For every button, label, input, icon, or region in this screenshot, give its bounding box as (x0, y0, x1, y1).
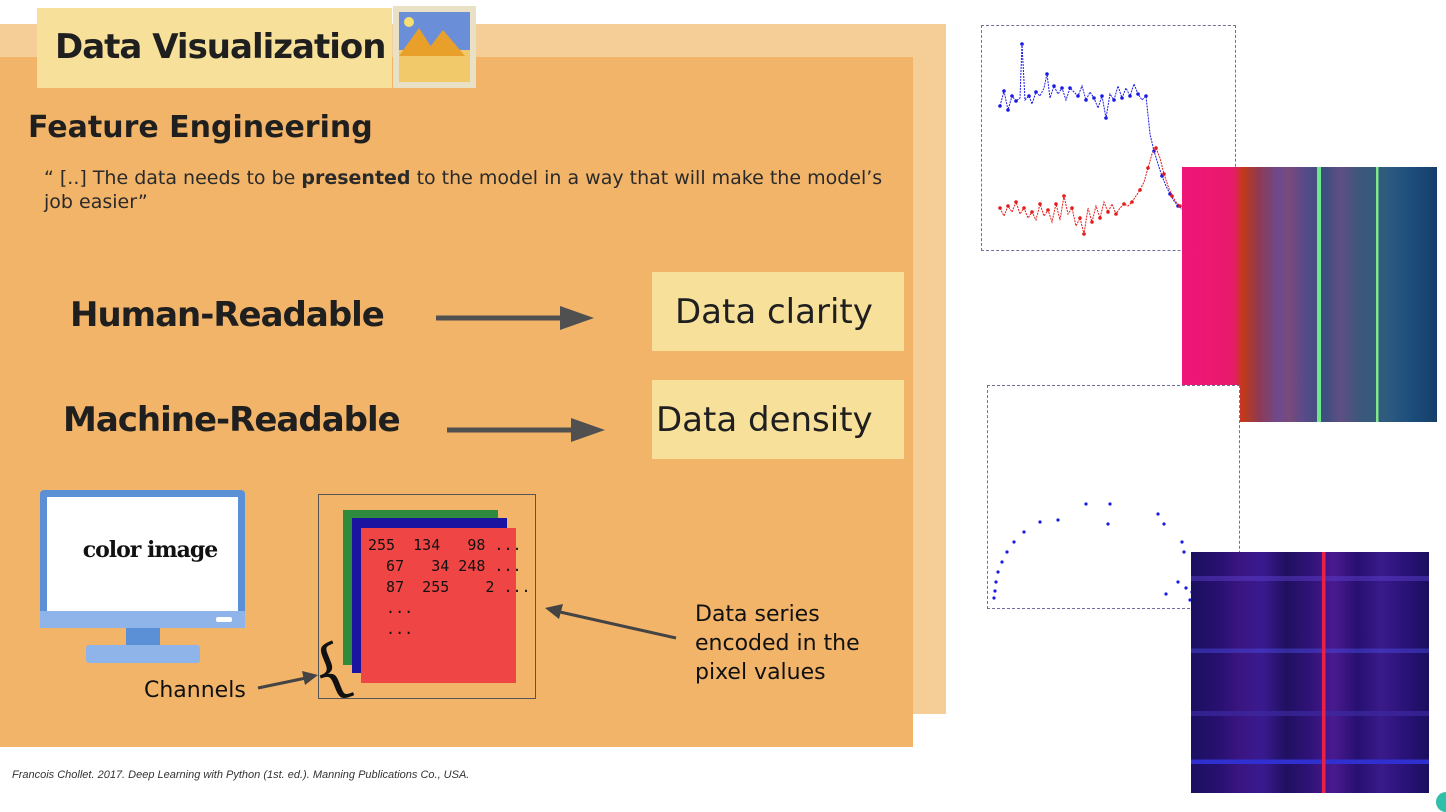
pixel-row: 67 34 248 ... (368, 557, 522, 575)
quote-text: “ [..] The data needs to be presented to… (44, 166, 904, 214)
monitor-icon (40, 490, 245, 663)
quote-before: “ [..] The data needs to be (44, 167, 302, 189)
image-icon (393, 6, 476, 88)
channels-label: Channels (144, 678, 246, 703)
data-density-box: Data density (652, 380, 904, 459)
pixel-row: 255 134 98 ... (368, 536, 522, 554)
quote-bold: presented (301, 167, 411, 189)
corner-dot (1436, 792, 1446, 812)
brace-icon: { (298, 629, 363, 713)
arrow-right-icon (436, 306, 594, 330)
slide-title: Data Visualization (55, 27, 386, 67)
annotation-arrows: { (257, 604, 677, 713)
section-heading: Feature Engineering (28, 110, 373, 145)
citation: Francois Chollet. 2017. Deep Learning wi… (12, 769, 470, 781)
machine-readable-label: Machine-Readable (63, 400, 401, 440)
pixel-row: ... (368, 599, 414, 617)
human-readable-label: Human-Readable (70, 295, 385, 335)
caption-line: Data series (695, 602, 820, 627)
red-channel (361, 528, 516, 683)
pixel-row: ... (368, 620, 414, 638)
pixel-row: 87 255 2 ... (368, 578, 531, 596)
data-clarity-box: Data clarity (652, 272, 904, 351)
data-series-caption: Data series encoded in the pixel values (695, 600, 860, 687)
arrow-right-icon (447, 418, 605, 442)
line-plot (981, 25, 1236, 251)
pixel-frame (318, 494, 536, 699)
pixel-values: 255 134 98 ... 67 34 248 ... 87 255 2 ..… (368, 535, 531, 640)
grid-image (1191, 552, 1429, 793)
quote-after: to the model in a way that will make the… (44, 167, 883, 213)
caption-line: pixel values (695, 660, 826, 685)
monitor-caption: color image (82, 537, 219, 563)
stripe-image (1182, 167, 1437, 422)
title-box (37, 8, 392, 88)
caption-line: encoded in the (695, 631, 860, 656)
